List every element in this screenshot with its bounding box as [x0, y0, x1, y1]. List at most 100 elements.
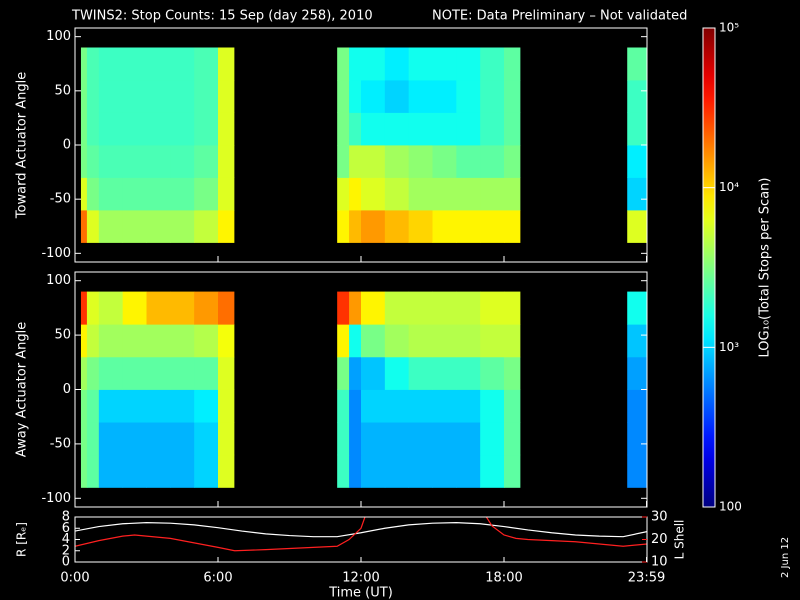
y-tick-label: -100 — [41, 491, 71, 506]
heat-cell — [170, 454, 195, 488]
heat-cell — [170, 389, 195, 423]
heat-cell — [146, 454, 171, 488]
heat-cell — [432, 291, 457, 325]
x-axis-title: Time (UT) — [328, 586, 393, 600]
heat-cell — [349, 422, 362, 456]
heat-cell — [86, 291, 100, 325]
heat-cell — [80, 389, 88, 423]
heat-cell — [456, 145, 481, 178]
heat-cell — [504, 454, 521, 488]
heat-cell — [361, 454, 386, 488]
heat-cell — [627, 291, 648, 325]
heat-cell — [146, 389, 171, 423]
heat-cell — [80, 454, 88, 488]
heat-cell — [86, 112, 100, 146]
heat-cell — [122, 454, 147, 488]
heat-cell — [361, 389, 386, 423]
heat-cell — [480, 356, 505, 390]
heat-cell — [432, 210, 457, 243]
heat-cell — [194, 324, 219, 358]
heat-cell — [122, 177, 147, 211]
y-tick-label: -50 — [50, 436, 71, 451]
heat-cell — [170, 291, 195, 325]
heat-cell — [384, 324, 410, 358]
heat-cell — [122, 422, 147, 456]
y-tick-label: 0 — [63, 382, 71, 397]
heat-cell — [122, 47, 147, 81]
heat-cell — [80, 291, 88, 325]
heat-cell — [384, 80, 410, 113]
heat-cell — [80, 356, 88, 390]
heat-cell — [122, 145, 147, 178]
heat-cell — [218, 210, 235, 243]
heat-cell — [218, 422, 235, 456]
heat-cell — [408, 356, 433, 390]
heat-cell — [337, 422, 350, 456]
heat-cell — [456, 47, 481, 81]
heat-cell — [384, 47, 410, 81]
heat-cell — [146, 324, 171, 358]
heat-cell — [146, 210, 171, 243]
heat-cell — [504, 389, 521, 423]
heat-cell — [146, 422, 171, 456]
heat-cell — [86, 210, 100, 243]
heat-cell — [337, 47, 350, 81]
y2-axis-title: L Shell — [673, 520, 687, 560]
heat-cell — [504, 47, 521, 81]
heat-cell — [337, 145, 350, 178]
heat-cell — [98, 389, 124, 423]
heat-cell — [361, 291, 386, 325]
heat-cell — [432, 454, 457, 488]
heat-cell — [146, 80, 171, 113]
heat-cell — [218, 47, 235, 81]
heat-cell — [456, 389, 481, 423]
heat-cell — [480, 112, 505, 146]
heat-cell — [170, 112, 195, 146]
heat-cell — [218, 177, 235, 211]
heat-cell — [361, 177, 386, 211]
heat-cell — [384, 210, 410, 243]
heat-cell — [98, 112, 124, 146]
heat-cell — [349, 210, 362, 243]
heat-cell — [349, 145, 362, 178]
heat-cell — [86, 356, 100, 390]
heat-cell — [480, 177, 505, 211]
y-tick-label: 100 — [46, 273, 71, 288]
heat-cell — [480, 389, 505, 423]
heat-cell — [337, 177, 350, 211]
heat-cell — [384, 177, 410, 211]
heat-cell — [194, 145, 219, 178]
heat-cell — [98, 47, 124, 81]
heat-cell — [194, 356, 219, 390]
heat-cell — [98, 177, 124, 211]
y-tick-label: -50 — [50, 192, 71, 207]
heat-cell — [408, 112, 433, 146]
heat-cell — [98, 454, 124, 488]
y-tick-label: 100 — [46, 29, 71, 44]
plot-frame — [74, 516, 648, 563]
heat-cell — [218, 145, 235, 178]
y-tick-label: 8 — [62, 510, 70, 525]
heat-cell — [194, 291, 219, 325]
heat-cell — [408, 324, 433, 358]
y-tick-label: 6 — [62, 521, 70, 536]
heat-cell — [432, 324, 457, 358]
heat-cell — [504, 145, 521, 178]
heat-cell — [194, 177, 219, 211]
colorbar-title: LOG₁₀(Total Stops per Scan) — [758, 178, 773, 358]
y-axis-title: Away Actuator Angle — [15, 322, 30, 457]
heat-cell — [349, 324, 362, 358]
chart-title: TWINS2: Stop Counts: 15 Sep (day 258), 2… — [71, 9, 373, 24]
heat-cell — [170, 47, 195, 81]
heat-cell — [432, 112, 457, 146]
heat-cell — [86, 389, 100, 423]
heat-cell — [384, 356, 410, 390]
heat-cell — [432, 389, 457, 423]
heat-cell — [480, 47, 505, 81]
heat-cell — [504, 177, 521, 211]
heat-cell — [146, 112, 171, 146]
y2-tick-label: 10 — [651, 555, 668, 570]
heat-cell — [337, 454, 350, 488]
heat-cell — [194, 210, 219, 243]
heat-cell — [384, 112, 410, 146]
